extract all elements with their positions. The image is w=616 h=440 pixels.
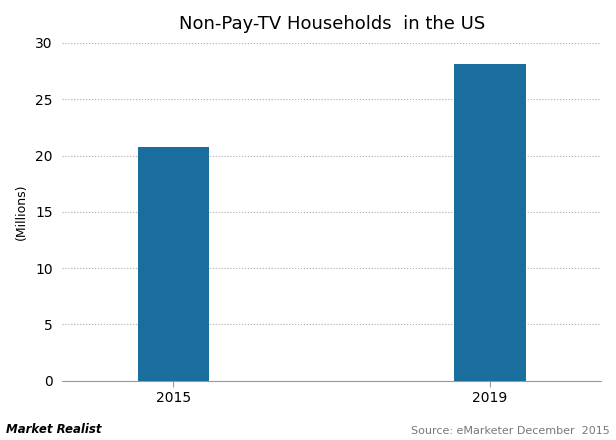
Bar xyxy=(455,64,525,381)
Bar xyxy=(137,147,209,381)
Text: Source: eMarketer December  2015: Source: eMarketer December 2015 xyxy=(411,425,610,436)
Y-axis label: (Millions): (Millions) xyxy=(15,183,28,240)
Text: Market Realist: Market Realist xyxy=(6,422,102,436)
Title: Non-Pay-TV Households  in the US: Non-Pay-TV Households in the US xyxy=(179,15,485,33)
